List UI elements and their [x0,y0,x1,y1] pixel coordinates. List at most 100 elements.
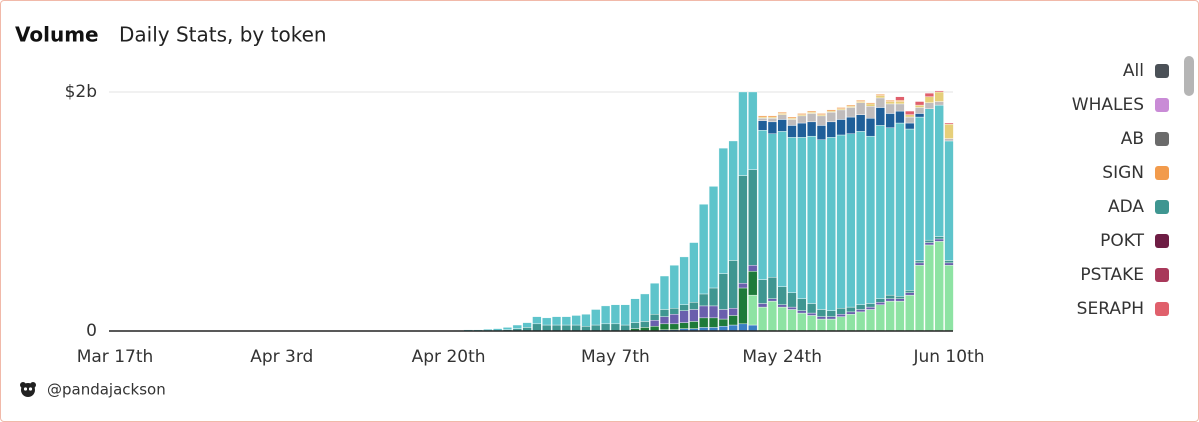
bar-segment [650,282,660,315]
bar-segment [689,242,699,303]
bar-segment [600,323,611,332]
bar-segment [718,309,728,320]
bar-segment [807,135,817,304]
x-tick-label: Apr 20th [412,347,486,367]
bar-segment [816,316,827,320]
bar-segment [640,293,650,322]
bar-segment [738,323,748,332]
bar-segment [708,305,719,319]
bar-segment [620,324,630,332]
bar-segment [865,306,876,310]
bar-segment [826,137,836,311]
legend-label: WHALES [1072,95,1144,115]
bar-segment [797,137,807,299]
legend-label: POKT [1100,231,1144,251]
bar-segment [757,306,768,332]
bar-segment [885,101,895,105]
bar-segment [856,309,866,313]
bar-segment [914,113,925,118]
bar-segment [895,296,905,299]
bar-segment [865,303,876,308]
legend-swatch[interactable] [1155,166,1169,180]
bar-segment [905,128,915,291]
bar-segment [699,293,709,307]
bar-segment [836,119,846,136]
bar-segment [757,129,768,280]
bar-segment [689,302,699,310]
bar-segment [944,260,954,264]
bar-segment [767,300,777,332]
bar-segment [797,310,807,314]
bar-segment [777,306,787,332]
bar-segment [914,262,925,266]
bar-segment [944,265,954,332]
bar-segment [797,115,807,124]
bar-segment [885,298,895,302]
bar-segment [659,275,670,310]
bar-segment [767,277,777,299]
bar-segment [895,298,905,302]
x-tick-label: Apr 3rd [250,347,313,367]
bar-segment [679,322,689,329]
bar-segment [797,113,807,115]
bar-segment [542,317,552,326]
bar-segment [699,317,709,328]
bar-segment [846,104,856,107]
bar-segment [767,115,777,118]
legend-swatch[interactable] [1155,268,1169,282]
bar-segment [679,310,689,323]
bar-segment [591,324,601,332]
bar-segment [807,113,817,123]
x-tick-label: May 7th [581,347,650,367]
bar-segment [728,315,738,326]
legend-swatch[interactable] [1155,98,1169,112]
bar-segment [532,316,542,325]
bar-segment [571,315,581,326]
bar-segment [865,102,876,105]
bar-segment [787,306,797,310]
bar-segment [905,110,915,115]
bar-segment [502,327,513,331]
bar-segment [816,115,827,126]
bar-segment [777,131,787,287]
bar-segment [905,116,915,124]
bar-segment [885,300,895,332]
legend-label: PSTAKE [1080,265,1144,285]
bar-segment [895,96,905,101]
bar-segment [699,204,709,295]
legend-swatch[interactable] [1155,132,1169,146]
bar-segment [914,260,925,264]
legend-swatch[interactable] [1155,234,1169,248]
bar-segment [914,101,925,106]
y-tick-label: 0 [86,321,97,341]
bar-segment [797,312,807,332]
bar-segment [807,110,817,113]
legend-label: ADA [1108,197,1144,217]
bar-segment [944,138,954,142]
bar-segment [895,101,905,105]
bar-segment [885,113,895,129]
bar-segment [885,294,895,299]
bar-segment [669,323,679,331]
bar-segment [659,323,670,331]
bar-segment [757,279,768,304]
bar-segment [650,314,660,321]
bar-segment [718,147,728,274]
bar-segment [856,311,866,332]
bar-segment [905,114,915,118]
bar-segment [865,309,876,332]
legend-swatch[interactable] [1155,200,1169,214]
legend-swatch[interactable] [1155,64,1169,78]
bar-segment [630,298,640,323]
bar-segment [787,309,797,332]
scrollbar[interactable] [1184,56,1194,96]
bar-segment [777,114,787,120]
bar-segment [934,101,944,106]
bar-segment [797,122,807,138]
bar-segment [787,119,797,126]
legend-swatch[interactable] [1155,302,1169,316]
bar-segment [561,324,571,332]
bar-segment [738,175,748,284]
bar-segment [856,131,866,305]
bar-segment [748,265,758,272]
